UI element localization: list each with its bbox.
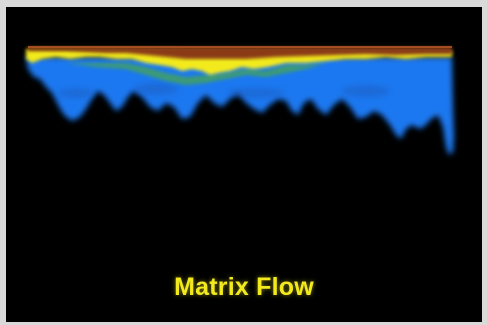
- caption-text: Matrix Flow: [174, 273, 314, 301]
- blue-shading: [58, 83, 390, 98]
- top-edge: [28, 46, 452, 48]
- yellow-front: [26, 49, 452, 75]
- flow-illustration: [26, 46, 454, 155]
- blue-flow-region: [26, 57, 454, 155]
- top-layer: [28, 47, 452, 59]
- green-band: [66, 63, 326, 85]
- matrix-flow-image: Matrix Flow: [6, 7, 482, 322]
